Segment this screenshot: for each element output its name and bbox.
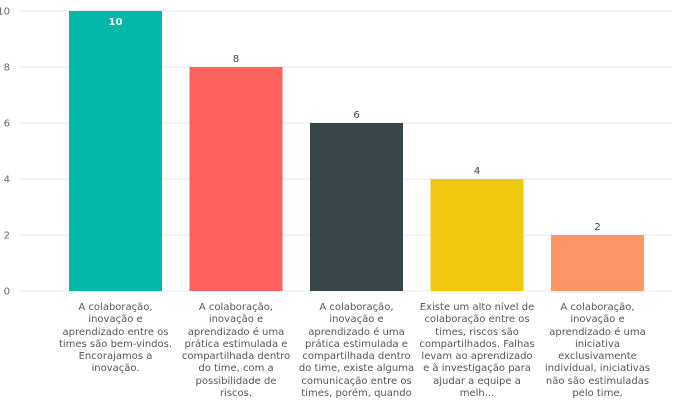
- y-tick-label: 10: [0, 7, 10, 18]
- x-category-label: A colaboração, inovação e aprendizado en…: [58, 302, 173, 375]
- bar[interactable]: [551, 235, 644, 291]
- bars: [69, 11, 644, 291]
- y-tick-label: 6: [4, 119, 10, 130]
- bar[interactable]: [430, 179, 524, 291]
- x-category-label: A colaboração, inovação e aprendizado é …: [298, 302, 415, 402]
- x-category-label: Existe um alto nível de colaboração entr…: [419, 302, 535, 400]
- y-tick-label: 0: [4, 287, 10, 298]
- x-category-label: A colaboração, inovação e aprendizado é …: [181, 302, 291, 400]
- data-label: 4: [474, 166, 480, 177]
- data-labels: 10 8 6 4 2: [109, 17, 601, 233]
- data-label: 2: [594, 222, 600, 233]
- bar[interactable]: [69, 11, 162, 291]
- y-tick-label: 2: [4, 231, 10, 242]
- y-axis-ticks: 0 2 4 6 8 10: [0, 7, 10, 298]
- y-tick-label: 4: [4, 175, 10, 186]
- bar[interactable]: [310, 123, 403, 291]
- y-tick-label: 8: [4, 63, 10, 74]
- x-category-label: A colaboração, inovação e aprendizado é …: [544, 302, 651, 400]
- data-label: 8: [233, 54, 239, 65]
- data-label: 6: [353, 110, 359, 121]
- bar[interactable]: [189, 67, 283, 291]
- data-label: 10: [109, 17, 123, 28]
